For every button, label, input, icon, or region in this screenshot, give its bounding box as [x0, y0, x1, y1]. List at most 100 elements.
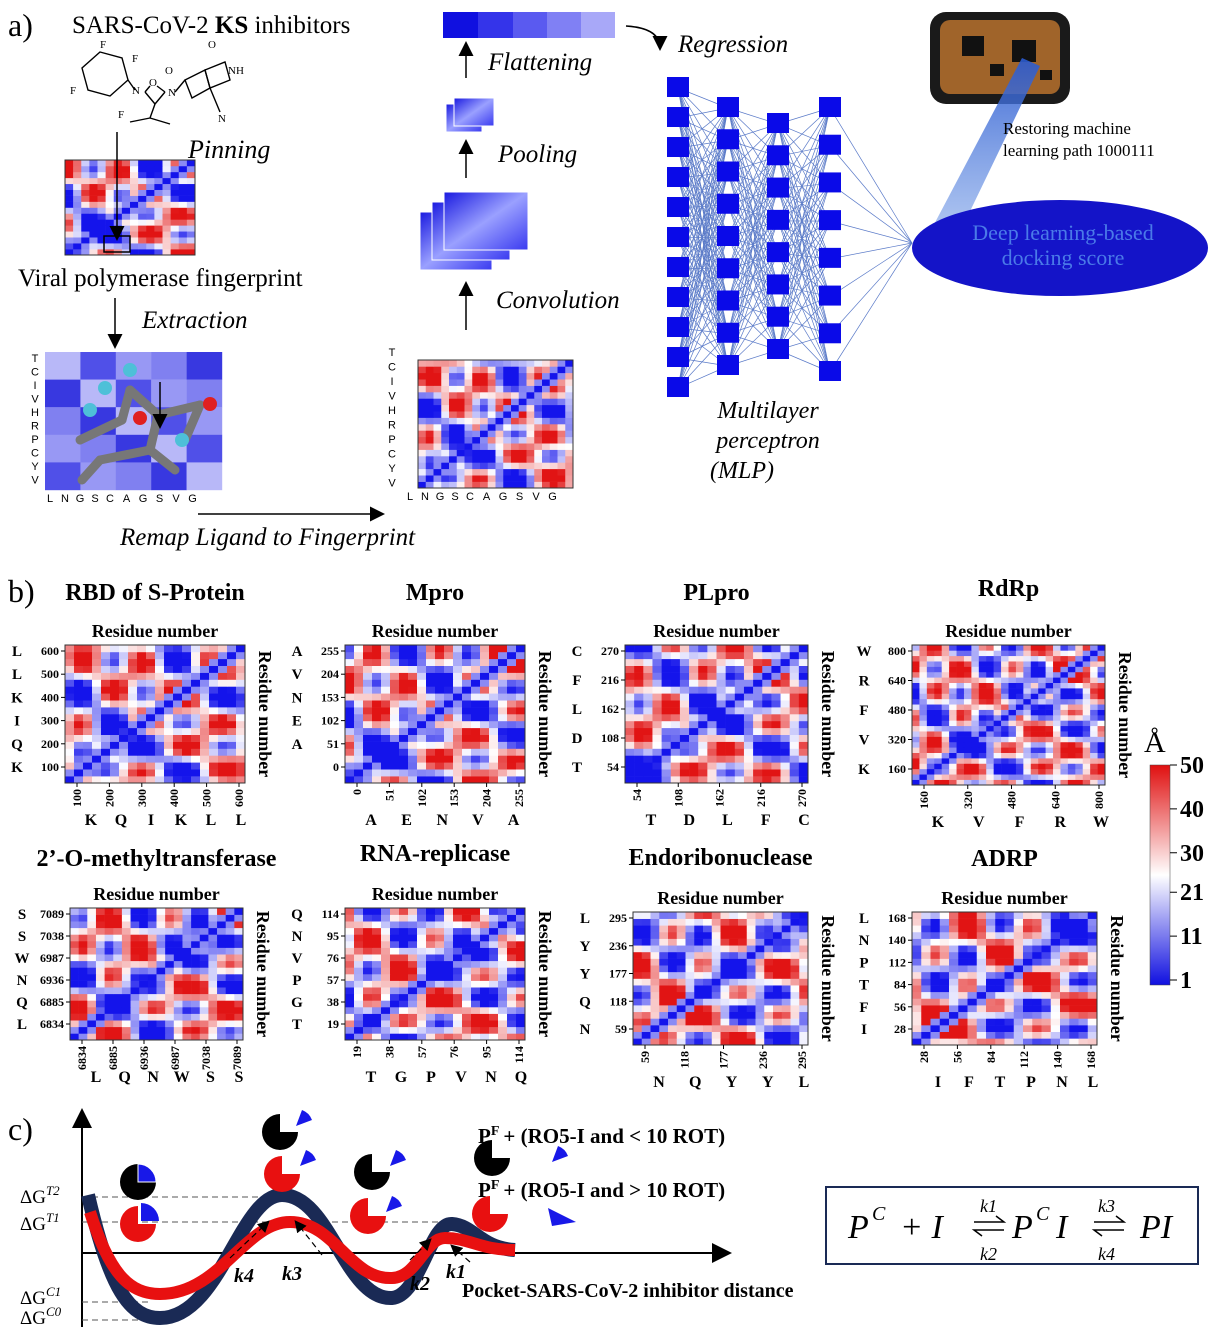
- heat-cell: [399, 721, 408, 728]
- heat-cell: [942, 683, 950, 689]
- heat-cell: [345, 749, 354, 756]
- heat-cell: [958, 925, 968, 932]
- heat-cell: [698, 755, 707, 762]
- heat-cell: [435, 987, 444, 994]
- heat-cell: [1042, 998, 1052, 1005]
- heat-cell: [372, 1027, 381, 1034]
- heat-cell: [625, 645, 634, 652]
- heat-cell: [717, 680, 726, 687]
- heat-cell: [372, 673, 381, 680]
- heat-cell: [146, 249, 154, 255]
- heat-cell: [444, 728, 453, 735]
- heat-cell: [507, 954, 516, 961]
- heat-cell: [1005, 932, 1015, 939]
- heat-cell: [1053, 720, 1061, 726]
- heat-cell: [625, 721, 634, 728]
- heat-cell: [87, 961, 96, 968]
- heat-cell: [919, 677, 927, 683]
- heat-cell: [435, 755, 444, 762]
- heat-cell: [957, 731, 965, 737]
- heat-cell: [173, 673, 182, 680]
- heat-cell: [173, 714, 182, 721]
- heat-cell: [511, 430, 519, 437]
- heat-cell: [441, 398, 449, 405]
- heat-cell: [65, 160, 73, 166]
- heat-cell: [534, 360, 542, 367]
- heat-cell: [790, 707, 799, 714]
- heat-cell: [354, 961, 363, 968]
- heat-cell: [200, 987, 209, 994]
- heat-cell: [74, 735, 83, 742]
- heat-cell: [694, 965, 703, 972]
- heat-cell: [155, 680, 164, 687]
- y-tick-label: 76: [327, 951, 339, 965]
- heat-cell: [426, 482, 434, 489]
- heat-cell: [148, 1014, 157, 1021]
- heat-cell: [453, 941, 462, 948]
- heat-cell: [707, 673, 716, 680]
- heat-cell: [236, 659, 245, 666]
- heat-cell: [703, 945, 712, 952]
- heat-cell: [182, 680, 191, 687]
- heat-cell: [651, 985, 660, 992]
- heat-cell: [519, 456, 527, 463]
- heat-cell: [534, 437, 542, 444]
- heat-cell: [457, 360, 465, 367]
- heat-cell: [444, 954, 453, 961]
- heat-cell: [912, 715, 920, 721]
- heat-cell: [689, 680, 698, 687]
- heat-cell: [940, 1012, 950, 1019]
- heat-cell: [174, 1027, 183, 1034]
- heat-cell: [87, 1014, 96, 1021]
- heat-cell: [642, 998, 651, 1005]
- heat-cell: [1009, 720, 1017, 726]
- heat-cell: [73, 160, 81, 166]
- heat-cell: [771, 659, 780, 666]
- x-residue-letter: G: [395, 1069, 408, 1086]
- heat-cell: [957, 688, 965, 694]
- heat-cell: [435, 707, 444, 714]
- heat-cell: [426, 755, 435, 762]
- heat-cell: [164, 728, 173, 735]
- heat-cell: [753, 700, 762, 707]
- heat-cell: [435, 1000, 444, 1007]
- heat-cell: [498, 1014, 507, 1021]
- heat-cell: [912, 932, 922, 939]
- heat-cell: [114, 237, 122, 243]
- heat-cell: [1031, 656, 1039, 662]
- heat-cell: [354, 908, 363, 915]
- heat-cell: [128, 707, 137, 714]
- heat-cell: [1090, 677, 1098, 683]
- heat-cell: [354, 749, 363, 756]
- heat-cell: [130, 202, 138, 208]
- heat-cell: [534, 379, 542, 386]
- heat-cell: [426, 680, 435, 687]
- heat-cell: [110, 714, 119, 721]
- heat-cell: [1042, 1018, 1052, 1025]
- heat-cell: [503, 430, 511, 437]
- heat-cell: [418, 379, 426, 386]
- heat-cell: [444, 1033, 453, 1040]
- heat-cell: [912, 952, 922, 959]
- heat-cell: [154, 184, 162, 190]
- heat-cell: [179, 178, 187, 184]
- heat-cell: [434, 430, 442, 437]
- heat-cell: [163, 213, 171, 219]
- heat-cell: [372, 941, 381, 948]
- heat-cell: [462, 769, 471, 776]
- heat-cell: [912, 683, 920, 689]
- heat-cell: [182, 994, 191, 1001]
- heat-cell: [87, 1000, 96, 1007]
- heat-cell: [179, 237, 187, 243]
- heat-cell: [113, 1014, 122, 1021]
- y-tick-label: 320: [888, 733, 906, 747]
- heat-cell: [507, 908, 516, 915]
- heat-cell: [791, 1012, 800, 1019]
- heat-cell: [441, 386, 449, 393]
- heat-cell: [345, 673, 354, 680]
- heat-cell: [453, 700, 462, 707]
- heat-cell: [949, 656, 957, 662]
- heat-cell: [671, 721, 680, 728]
- legend-sup: F: [491, 1124, 500, 1139]
- heat-cell: [114, 172, 122, 178]
